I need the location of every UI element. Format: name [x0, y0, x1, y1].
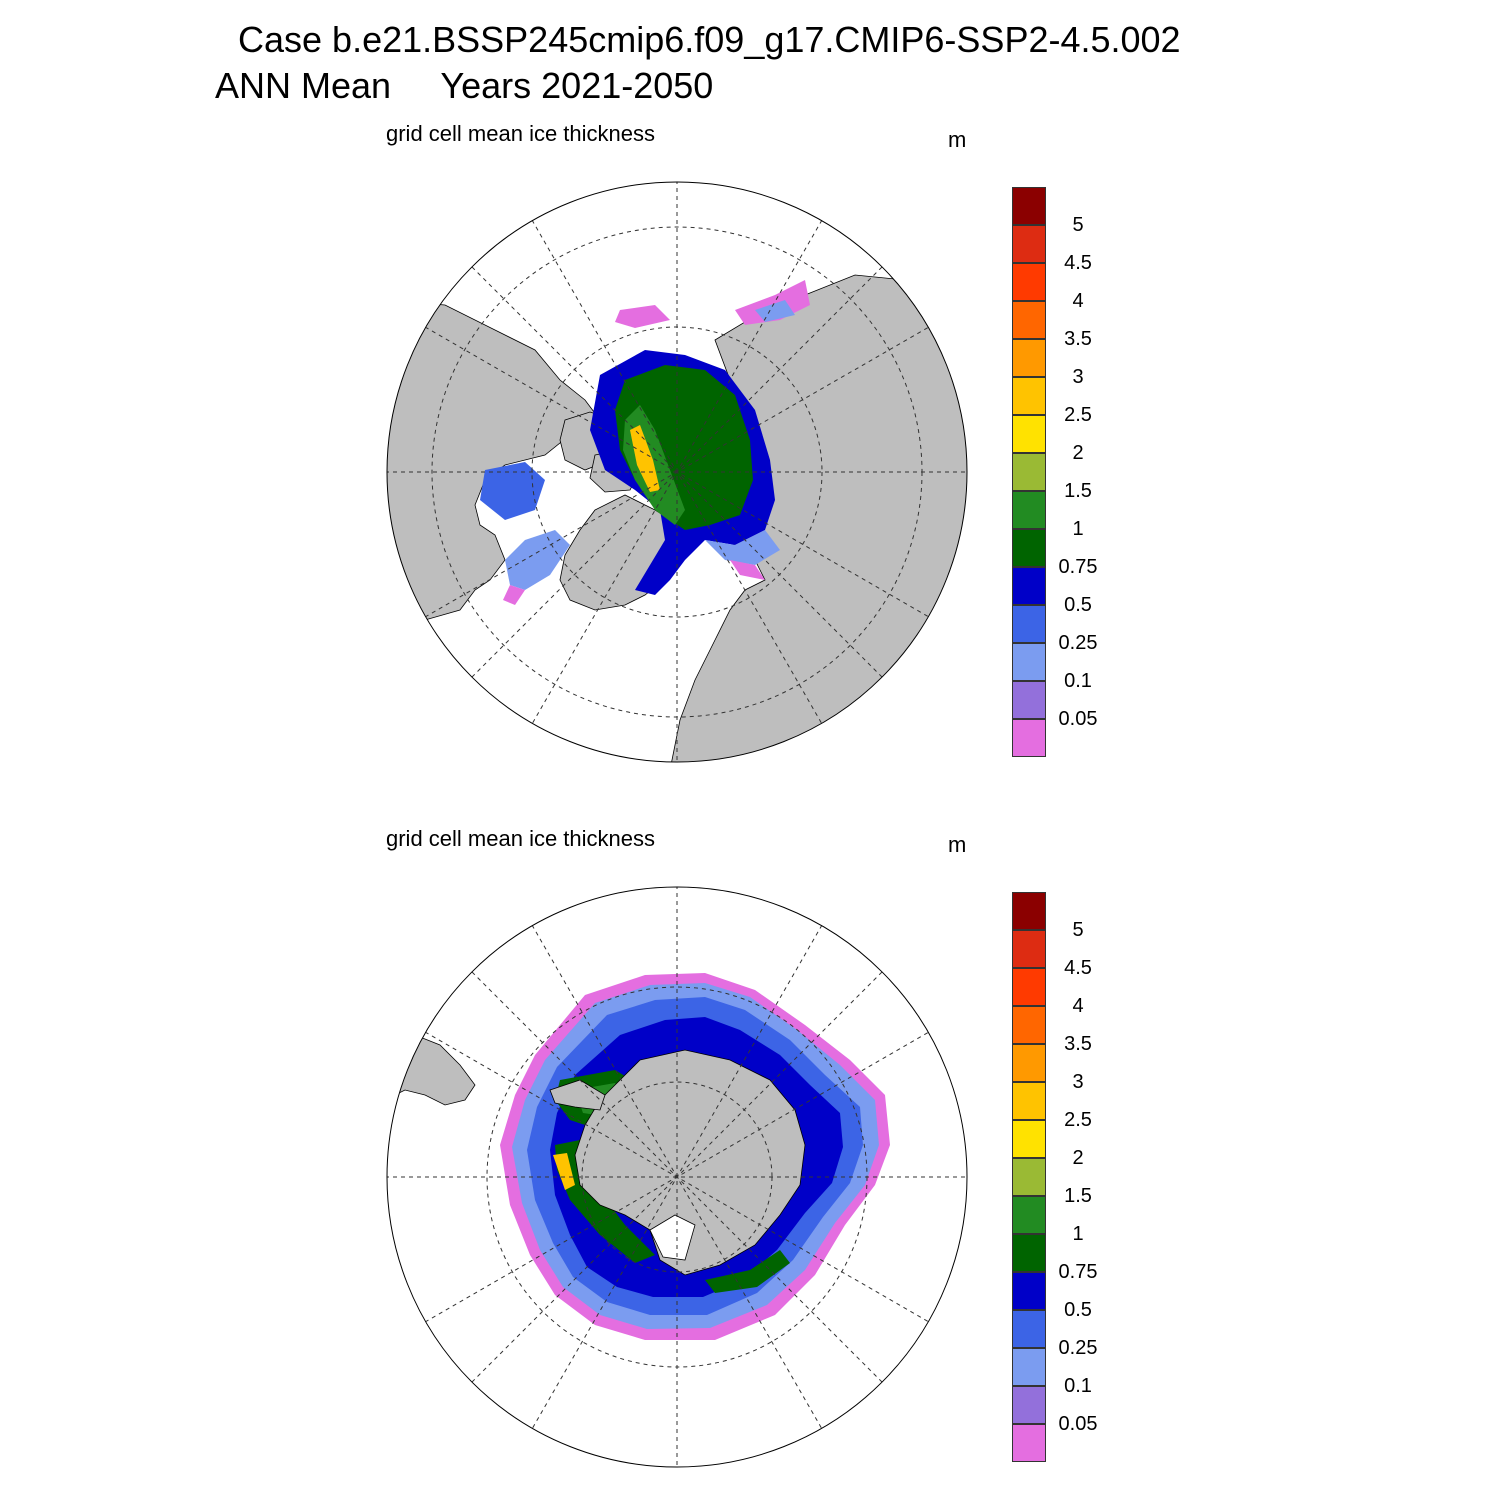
- cb-north-label: 1: [1072, 518, 1084, 540]
- figure-title-case: Case b.e21.BSSP245cmip6.f09_g17.CMIP6-SS…: [238, 19, 1181, 60]
- cb-south-cell-9: [1012, 1234, 1046, 1272]
- cb-north-cell-13: [1012, 681, 1046, 719]
- cb-south-cell-2: [1012, 968, 1046, 1006]
- cb-north-label: 5: [1072, 214, 1084, 236]
- cb-north-cell-7: [1012, 453, 1046, 491]
- north-panel-units-label: m: [948, 127, 967, 152]
- north-polar-map: [386, 181, 968, 763]
- cb-north-cell-11: [1012, 605, 1046, 643]
- cb-north-label: 3: [1072, 366, 1084, 388]
- cb-north-cell-14: [1012, 719, 1046, 757]
- north-colorbar: [1012, 187, 1046, 757]
- cb-south-label: 2.5: [1064, 1109, 1092, 1131]
- cb-north-label: 0.75: [1058, 556, 1098, 578]
- south-panel-variable-label: grid cell mean ice thickness: [386, 826, 656, 851]
- cb-north-label: 0.1: [1064, 670, 1092, 692]
- cb-north-label: 3.5: [1064, 328, 1092, 350]
- cb-north-cell-8: [1012, 491, 1046, 529]
- cb-north-label: 0.05: [1058, 708, 1098, 730]
- cb-south-cell-3: [1012, 1006, 1046, 1044]
- cb-south-cell-4: [1012, 1044, 1046, 1082]
- cb-south-label: 4.5: [1064, 957, 1092, 979]
- cb-north-label: 2: [1072, 442, 1084, 464]
- cb-north-label: 4: [1072, 290, 1084, 312]
- north-panel-variable-label: grid cell mean ice thickness: [386, 121, 656, 146]
- cb-north-cell-1: [1012, 225, 1046, 263]
- arctic-ice-2-2.5m: [630, 425, 660, 492]
- cb-north-cell-2: [1012, 263, 1046, 301]
- cb-north-cell-6: [1012, 415, 1046, 453]
- cb-south-cell-7: [1012, 1158, 1046, 1196]
- hudson-bay: [480, 462, 545, 520]
- cb-north-cell-3: [1012, 301, 1046, 339]
- cb-north-cell-4: [1012, 339, 1046, 377]
- cb-south-label: 2: [1072, 1147, 1084, 1169]
- cb-north-label: 2.5: [1064, 404, 1092, 426]
- cb-south-cell-10: [1012, 1272, 1046, 1310]
- cb-north-cell-5: [1012, 377, 1046, 415]
- cb-south-label: 0.1: [1064, 1375, 1092, 1397]
- cb-south-label: 1: [1072, 1223, 1084, 1245]
- cb-south-cell-5: [1012, 1082, 1046, 1120]
- south-colorbar: [1012, 892, 1046, 1462]
- south-polar-map: [386, 886, 968, 1468]
- cb-south-label: 3.5: [1064, 1033, 1092, 1055]
- cb-north-cell-12: [1012, 643, 1046, 681]
- cb-south-cell-6: [1012, 1120, 1046, 1158]
- cb-south-label: 0.75: [1058, 1261, 1098, 1283]
- cb-north-cell-9: [1012, 529, 1046, 567]
- cb-south-cell-14: [1012, 1424, 1046, 1462]
- cb-north-cell-0: [1012, 187, 1046, 225]
- cb-south-cell-1: [1012, 930, 1046, 968]
- south-panel-units-label: m: [948, 832, 967, 857]
- cb-south-cell-0: [1012, 892, 1046, 930]
- figure-title-period: ANN Mean Years 2021-2050: [215, 65, 714, 106]
- cb-north-label: 0.5: [1064, 594, 1092, 616]
- cb-south-cell-12: [1012, 1348, 1046, 1386]
- cb-south-label: 0.5: [1064, 1299, 1092, 1321]
- cb-south-label: 4: [1072, 995, 1084, 1017]
- cb-north-label: 4.5: [1064, 252, 1092, 274]
- cb-north-label: 1.5: [1064, 480, 1092, 502]
- antarctica-landmass: [574, 1049, 806, 1276]
- cb-south-label: 0.25: [1058, 1337, 1098, 1359]
- cb-south-label: 3: [1072, 1071, 1084, 1093]
- cb-north-cell-10: [1012, 567, 1046, 605]
- cb-north-label: 0.25: [1058, 632, 1098, 654]
- cb-south-label: 1.5: [1064, 1185, 1092, 1207]
- cb-south-cell-8: [1012, 1196, 1046, 1234]
- cb-south-label: 5: [1072, 919, 1084, 941]
- cb-south-label: 0.05: [1058, 1413, 1098, 1435]
- cb-south-cell-13: [1012, 1386, 1046, 1424]
- cb-south-cell-11: [1012, 1310, 1046, 1348]
